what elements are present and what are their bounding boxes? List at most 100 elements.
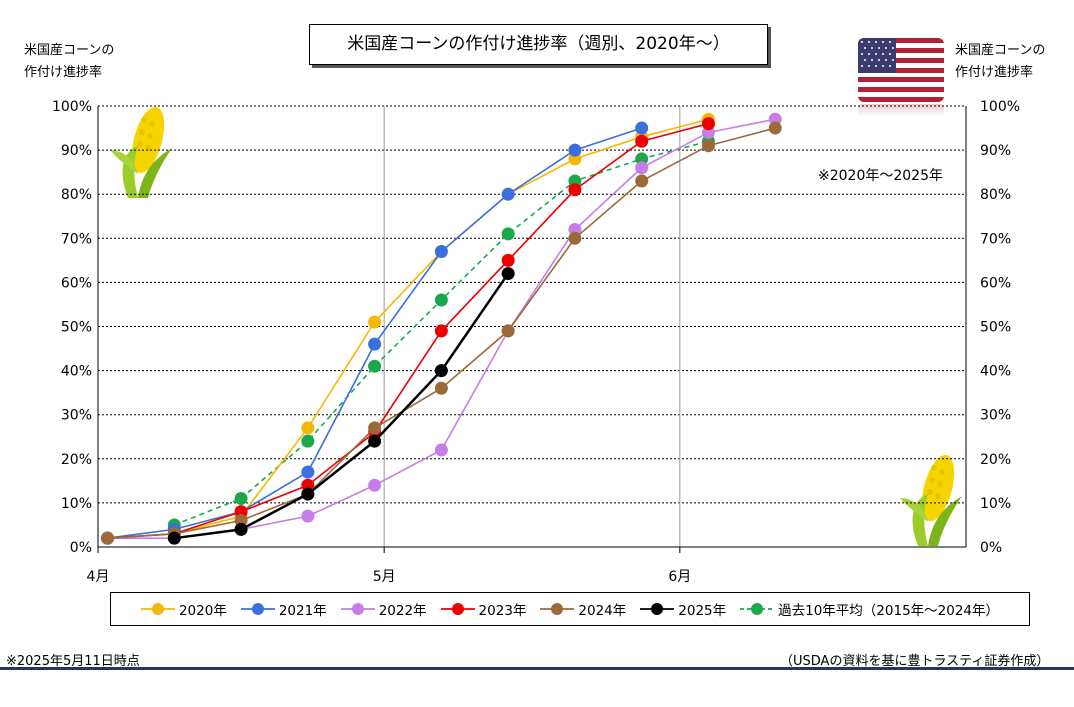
y-tick-label-left: 70%	[61, 231, 92, 247]
legend-label: 2023年	[478, 603, 527, 619]
data-point-2021	[568, 143, 582, 157]
y-tick-label-left: 100%	[52, 99, 92, 115]
data-point-2022	[368, 478, 382, 492]
footer-divider	[0, 667, 1074, 670]
data-point-2021	[301, 465, 315, 479]
y-tick-label-right: 30%	[980, 408, 1011, 424]
legend-swatch	[440, 603, 475, 615]
data-point-2022	[301, 509, 315, 523]
left-axis-title-line2: 作付け進捗率	[24, 65, 103, 80]
series-line-2023	[107, 122, 709, 539]
legend-swatch	[540, 603, 575, 615]
legend-label: 2022年	[378, 603, 427, 619]
legend-item-2020: 2020年	[140, 599, 227, 619]
data-point-2021	[635, 121, 649, 135]
legend-swatch	[640, 603, 675, 615]
y-tick-label-right: 0%	[980, 540, 1002, 556]
legend-label: 2021年	[278, 603, 327, 619]
y-tick-label-right: 10%	[980, 496, 1011, 512]
data-point-2025	[501, 267, 515, 281]
y-tick-label-right: 20%	[980, 452, 1011, 468]
chart-title: 米国産コーンの作付け進捗率（週別、2020年～）	[309, 24, 768, 65]
data-point-2024	[434, 381, 448, 395]
data-point-2023	[635, 134, 649, 148]
legend-label: 2025年	[678, 603, 727, 619]
data-point-2025	[301, 487, 315, 501]
y-tick-label-left: 0%	[70, 540, 92, 556]
footer-source: （USDAの資料を基に豊トラスティ証券作成）	[780, 654, 1050, 669]
y-tick-label-left: 40%	[61, 364, 92, 380]
us-flag-reflection	[858, 104, 944, 116]
legend-label: 過去10年平均（2015年～2024年）	[778, 603, 1000, 619]
y-tick-label-right: 80%	[980, 187, 1011, 203]
data-point-avg	[234, 491, 248, 505]
data-point-2024	[635, 174, 649, 188]
right-axis-title-line1: 米国産コーンの	[955, 43, 1046, 58]
y-tick-label-right: 90%	[980, 143, 1011, 159]
data-point-2021	[434, 245, 448, 259]
corn-icon	[108, 102, 180, 206]
data-point-2022	[434, 443, 448, 457]
data-point-2024	[101, 531, 115, 545]
legend-swatch	[740, 603, 775, 615]
us-flag-icon	[858, 38, 944, 102]
left-axis-title: 米国産コーンの 作付け進捗率	[24, 40, 114, 84]
data-point-avg	[301, 434, 315, 448]
y-tick-label-left: 30%	[61, 408, 92, 424]
data-point-2025	[368, 434, 382, 448]
legend: 2020年 2021年 2022年 2023年 2024年 2025年 過去10年平均（20…	[110, 592, 1030, 626]
y-tick-label-right: 50%	[980, 320, 1011, 336]
legend-swatch	[240, 603, 275, 615]
y-tick-label-left: 10%	[61, 496, 92, 512]
data-point-avg	[434, 293, 448, 307]
x-tick-label: 6月	[668, 569, 691, 585]
data-point-avg	[501, 227, 515, 241]
data-point-2024	[368, 421, 382, 435]
legend-item-avg: 過去10年平均（2015年～2024年）	[740, 599, 999, 619]
legend-swatch	[340, 603, 375, 615]
data-point-2024	[701, 139, 715, 153]
y-tick-label-right: 60%	[980, 275, 1011, 291]
y-tick-label-left: 50%	[61, 320, 92, 336]
legend-label: 2024年	[578, 603, 627, 619]
right-axis-title: 米国産コーンの 作付け進捗率	[955, 40, 1045, 84]
y-tick-label-right: 70%	[980, 231, 1011, 247]
legend-swatch	[140, 603, 175, 615]
x-tick-label: 4月	[87, 569, 110, 585]
series-line-2020	[107, 118, 709, 539]
legend-item-2023: 2023年	[440, 599, 527, 619]
series-line-2025	[174, 272, 510, 540]
x-tick-label: 5月	[373, 569, 396, 585]
legend-item-2024: 2024年	[540, 599, 626, 619]
data-point-2025	[167, 531, 181, 545]
data-point-2023	[701, 117, 715, 131]
series-line-2021	[107, 127, 642, 539]
data-point-2024	[768, 121, 782, 135]
y-tick-label-right: 100%	[980, 99, 1020, 115]
y-tick-label-left: 20%	[61, 452, 92, 468]
data-point-2023	[568, 183, 582, 197]
legend-item-2025: 2025年	[640, 599, 726, 619]
right-axis-title-line2: 作付け進捗率	[955, 65, 1034, 80]
y-tick-label-right: 40%	[980, 364, 1011, 380]
legend-item-2022: 2022年	[340, 599, 427, 619]
data-point-2025	[434, 364, 448, 378]
data-point-2024	[501, 324, 515, 338]
data-point-2021	[501, 187, 515, 201]
y-tick-label-left: 80%	[61, 187, 92, 203]
footer-timestamp: ※2025年5月11日時点	[6, 654, 140, 669]
note-range: ※2020年～2025年	[818, 168, 943, 184]
data-point-2022	[635, 161, 649, 175]
data-point-2020	[301, 421, 315, 435]
corn-icon	[898, 450, 970, 554]
legend-label: 2020年	[178, 603, 227, 619]
data-point-2025	[234, 522, 248, 536]
data-point-2020	[368, 315, 382, 329]
data-point-2021	[368, 337, 382, 351]
y-tick-label-left: 60%	[61, 275, 92, 291]
data-point-2023	[434, 324, 448, 338]
data-point-2024	[568, 231, 582, 245]
y-tick-label-left: 90%	[61, 143, 92, 159]
left-axis-title-line1: 米国産コーンの	[24, 43, 115, 58]
